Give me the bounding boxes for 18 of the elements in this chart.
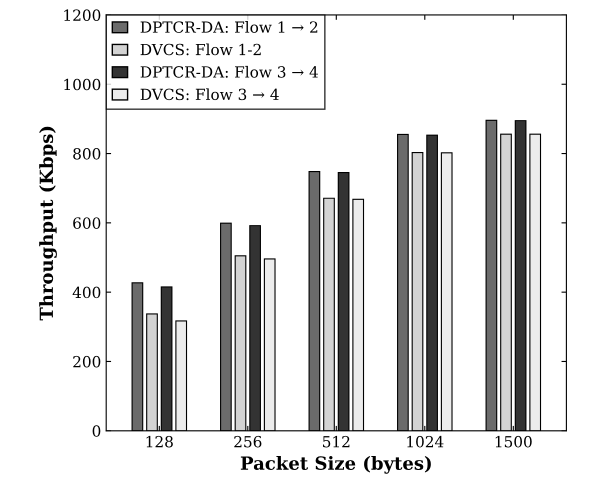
y-axis-title: Throughput (Kbps) bbox=[39, 126, 57, 320]
y-tick-label: 1200 bbox=[64, 9, 100, 21]
y-tick-label: 800 bbox=[73, 148, 100, 160]
x-tick-label: 1024 bbox=[407, 436, 444, 448]
x-tick-label: 1500 bbox=[496, 436, 532, 448]
x-tick-label: 256 bbox=[234, 436, 262, 448]
y-tick-label: 0 bbox=[92, 425, 100, 437]
y-tick-label: 400 bbox=[72, 286, 100, 298]
y-tick-label: 1000 bbox=[64, 78, 100, 90]
x-tick-label: 128 bbox=[146, 436, 173, 448]
legend-label: DPTCR-DA: Flow 1 → 2 bbox=[140, 21, 318, 33]
x-tick-label: 512 bbox=[323, 436, 350, 448]
legend-label: DVCS: Flow 3 → 4 bbox=[140, 88, 279, 100]
legend-label: DVCS: Flow 1-2 bbox=[140, 43, 261, 56]
x-axis-title: Packet Size (bytes) bbox=[240, 456, 431, 474]
y-tick-label: 600 bbox=[73, 217, 100, 229]
y-tick-label: 200 bbox=[73, 356, 100, 368]
legend-label: DPTCR-DA: Flow 3 → 4 bbox=[140, 66, 318, 78]
